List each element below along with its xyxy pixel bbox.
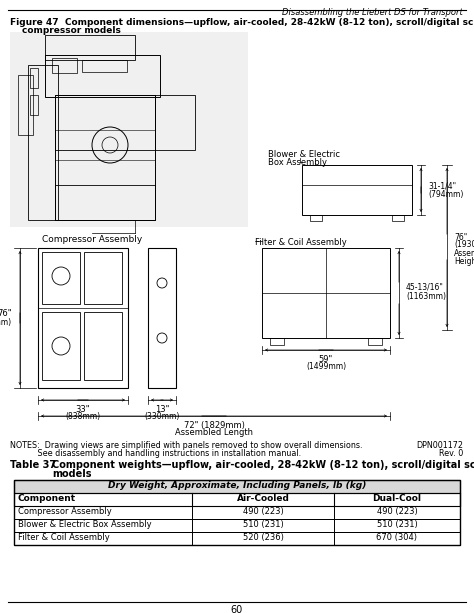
Bar [42, 312, 80, 380]
Text: Compressor Assembly: Compressor Assembly [42, 235, 142, 244]
Text: (1930mm): (1930mm) [0, 319, 12, 327]
Bar [262, 248, 390, 338]
Text: Dual-Cool: Dual-Cool [373, 494, 421, 503]
Text: compressor models: compressor models [22, 26, 121, 35]
Bar [55, 185, 155, 220]
Text: Height: Height [454, 257, 474, 267]
Text: 490 (223): 490 (223) [377, 507, 418, 516]
Bar [84, 252, 122, 304]
Bar [45, 35, 135, 60]
Text: (838mm): (838mm) [65, 412, 100, 421]
Bar [30, 95, 38, 115]
Bar [84, 312, 122, 380]
Text: Disassembling the Liebert DS for Transport: Disassembling the Liebert DS for Transpo… [282, 8, 463, 17]
Bar [14, 506, 460, 519]
Text: 510 (231): 510 (231) [377, 520, 418, 529]
Text: Dry Weight, Approximate, Including Panels, lb (kg): Dry Weight, Approximate, Including Panel… [108, 481, 366, 490]
Bar [310, 215, 322, 221]
Text: 490 (223): 490 (223) [243, 507, 283, 516]
Text: Rev. 0: Rev. 0 [439, 449, 463, 458]
Bar [392, 215, 404, 221]
Bar [368, 338, 382, 345]
Text: (1499mm): (1499mm) [306, 362, 346, 371]
Text: Filter & Coil Assembly: Filter & Coil Assembly [18, 533, 110, 542]
Bar [52, 58, 77, 73]
Text: 76": 76" [0, 308, 12, 318]
Bar [28, 65, 58, 220]
Text: (1930mm): (1930mm) [454, 240, 474, 249]
Text: Box Assembly: Box Assembly [268, 158, 327, 167]
Text: DPN001172: DPN001172 [416, 441, 463, 450]
Bar [270, 338, 284, 345]
Text: Assembled: Assembled [454, 249, 474, 259]
Text: 59": 59" [319, 355, 333, 364]
Text: (794mm): (794mm) [428, 191, 464, 199]
Bar [55, 95, 155, 220]
Bar [155, 95, 195, 150]
Text: Filter & Coil Assembly: Filter & Coil Assembly [255, 238, 347, 247]
Bar [14, 480, 460, 493]
Text: 670 (304): 670 (304) [376, 533, 418, 542]
Text: models: models [52, 469, 91, 479]
Bar [14, 480, 460, 545]
Text: Assembled Length: Assembled Length [175, 428, 253, 437]
Text: Component weights—upflow, air-cooled, 28-42kW (8-12 ton), scroll/digital scroll : Component weights—upflow, air-cooled, 28… [52, 460, 474, 470]
Text: 31-1/4": 31-1/4" [428, 181, 456, 191]
Text: 72" (1829mm): 72" (1829mm) [183, 421, 245, 430]
Text: (330mm): (330mm) [144, 412, 180, 421]
Text: Blower & Electric: Blower & Electric [268, 150, 340, 159]
Text: NOTES:  Drawing views are simplified with panels removed to show overall dimensi: NOTES: Drawing views are simplified with… [10, 441, 363, 450]
Bar [10, 32, 248, 227]
Bar [14, 493, 460, 506]
Text: 76": 76" [454, 232, 467, 242]
Bar [302, 165, 412, 215]
Bar [82, 60, 127, 72]
Text: Blower & Electric Box Assembly: Blower & Electric Box Assembly [18, 520, 152, 529]
Text: 520 (236): 520 (236) [243, 533, 283, 542]
Text: Figure 47  Component dimensions—upflow, air-cooled, 28-42kW (8-12 ton), scroll/d: Figure 47 Component dimensions—upflow, a… [10, 18, 474, 27]
Text: Table 37: Table 37 [10, 460, 56, 470]
Bar [14, 519, 460, 532]
Bar [148, 248, 176, 388]
Bar [42, 252, 80, 304]
Text: 45-13/16": 45-13/16" [406, 283, 444, 292]
Text: 60: 60 [231, 605, 243, 613]
Bar [38, 248, 128, 388]
Text: 13": 13" [155, 405, 169, 414]
Text: 510 (231): 510 (231) [243, 520, 283, 529]
Text: Compressor Assembly: Compressor Assembly [18, 507, 112, 516]
Bar [14, 532, 460, 545]
Text: 33": 33" [76, 405, 90, 414]
Bar [45, 55, 160, 97]
Text: Component: Component [18, 494, 76, 503]
Text: (1163mm): (1163mm) [406, 292, 446, 302]
Text: Air-Cooled: Air-Cooled [237, 494, 290, 503]
Text: See disassembly and handling instructions in installation manual.: See disassembly and handling instruction… [10, 449, 301, 458]
Bar [30, 68, 38, 88]
Bar [18, 75, 33, 135]
Bar [55, 95, 155, 150]
